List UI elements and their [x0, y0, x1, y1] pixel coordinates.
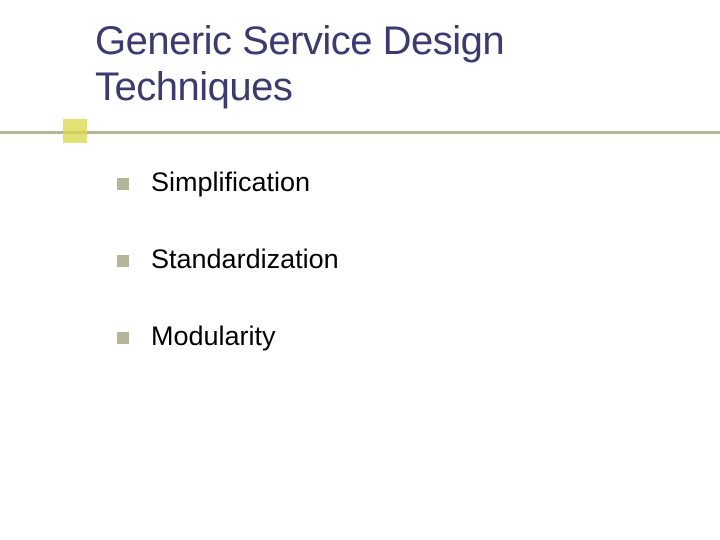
- title-accent-square: [63, 119, 87, 143]
- bullet-list: Simplification Standardization Modularit…: [117, 167, 660, 398]
- bullet-icon: [117, 255, 129, 267]
- list-item: Modularity: [117, 321, 660, 352]
- bullet-icon: [117, 332, 129, 344]
- list-item-label: Modularity: [151, 321, 276, 352]
- list-item: Simplification: [117, 167, 660, 198]
- title-underline: [0, 131, 720, 134]
- list-item-label: Standardization: [151, 244, 339, 275]
- list-item: Standardization: [117, 244, 660, 275]
- list-item-label: Simplification: [151, 167, 310, 198]
- slide-title: Generic Service Design Techniques: [95, 18, 680, 110]
- slide: Generic Service Design Techniques Simpli…: [0, 0, 720, 540]
- bullet-icon: [117, 178, 129, 190]
- title-region: Generic Service Design Techniques: [95, 18, 680, 110]
